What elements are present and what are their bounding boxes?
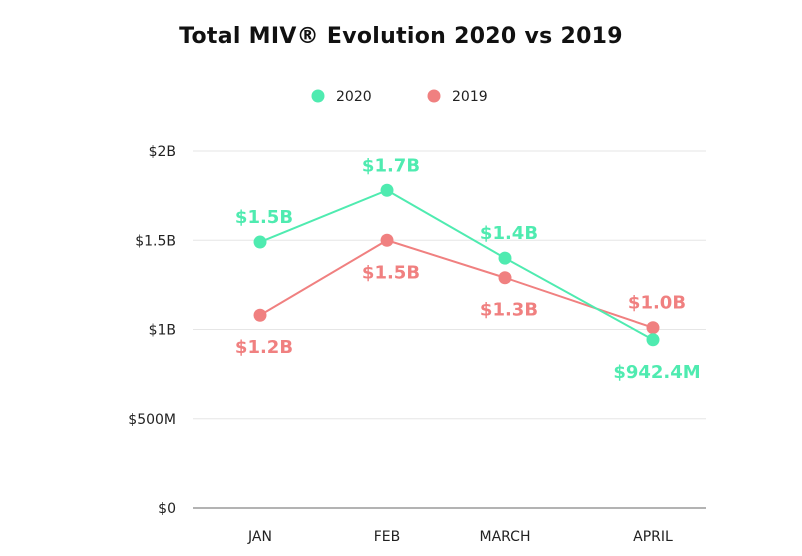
x-tick-label: FEB: [374, 529, 401, 545]
data-point-2020: [498, 251, 512, 265]
data-point-2019: [646, 321, 660, 335]
y-tick-label: $1.5B: [135, 233, 176, 249]
y-tick-label: $0: [158, 501, 176, 517]
y-tick-label: $2B: [149, 144, 176, 160]
series-line-2020: [259, 189, 654, 341]
x-tick-label: MARCH: [480, 529, 531, 545]
data-label-2019: $1.2B: [235, 337, 293, 358]
series-points: [253, 183, 660, 347]
y-tick-label: $500M: [128, 412, 176, 428]
data-label-2020: $1.7B: [362, 155, 420, 176]
x-axis: JAN FEB MARCH APRIL: [247, 529, 673, 545]
data-label-2019: $1.5B: [362, 262, 420, 283]
gridlines: [193, 150, 706, 509]
legend-marker-2019: [427, 89, 441, 103]
y-axis: $0 $500M $1B $1.5B $2B: [128, 144, 176, 517]
data-point-2020: [380, 183, 394, 197]
x-tick-label: JAN: [247, 529, 272, 545]
series-line-2019: [259, 239, 654, 329]
y-tick-label: $1B: [149, 323, 176, 339]
legend: 2020 2019: [311, 89, 488, 105]
data-point-2019: [498, 271, 512, 285]
data-point-2020: [646, 333, 660, 347]
chart-title: Total MIV® Evolution 2020 vs 2019: [179, 24, 623, 49]
legend-label-2020: 2020: [336, 89, 372, 105]
data-label-2019: $1.0B: [628, 293, 686, 314]
series-lines: [259, 189, 654, 341]
data-label-2020: $942.4M: [613, 362, 700, 383]
data-point-2020: [253, 235, 267, 249]
data-label-2020: $1.4B: [480, 223, 538, 244]
legend-label-2019: 2019: [452, 89, 488, 105]
data-label-2019: $1.3B: [480, 300, 538, 321]
x-tick-label: APRIL: [633, 529, 673, 545]
data-point-2019: [253, 308, 267, 322]
legend-marker-2020: [311, 89, 325, 103]
data-label-2020: $1.5B: [235, 207, 293, 228]
data-point-2019: [380, 233, 394, 247]
data-labels: $1.5B $1.7B $1.4B $942.4M $1.2B $1.5B $1.3B $1.…: [235, 155, 701, 383]
